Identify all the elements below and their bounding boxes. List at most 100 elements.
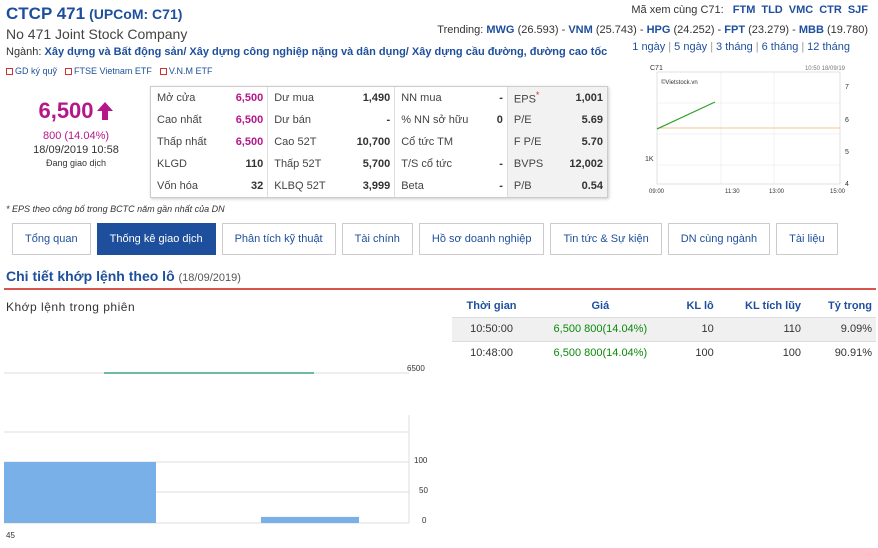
range-6m[interactable]: 6 tháng: [761, 41, 799, 53]
stats-row: Cao nhất 6,500 Dư bán -% NN sở hữu 0 P/E 5.69: [151, 109, 607, 131]
range-3m[interactable]: 3 tháng: [716, 41, 753, 53]
stat-label: Cao nhất: [157, 114, 202, 126]
section-heading: Chi tiết khớp lệnh theo lô: [6, 268, 175, 284]
checkbox-icon: [65, 67, 73, 75]
cell-lot: 100: [669, 340, 718, 365]
section-date: (18/09/2019): [178, 272, 241, 284]
intraday-label: Khớp lệnh trong phiên: [6, 300, 136, 314]
page-title: CTCP 471 (UPCoM: C71): [6, 4, 182, 24]
related-ticker[interactable]: CTR: [819, 4, 842, 16]
vol-tick: 100: [414, 456, 428, 465]
volume-bar: [261, 516, 359, 523]
stat-value: -: [489, 153, 508, 175]
trending-value: (24.252): [673, 24, 715, 36]
tab-item[interactable]: Tin tức & Sự kiện: [550, 223, 662, 255]
stat-label: Mở cửa: [157, 92, 196, 104]
x-tick: 13:00: [769, 189, 785, 195]
stat-label: Dư bán: [274, 114, 311, 126]
related-ticker[interactable]: FTM: [732, 4, 756, 16]
related-ticker[interactable]: TLD: [761, 4, 783, 16]
stat-label: BVPS: [507, 153, 557, 175]
stat-value: [489, 131, 508, 153]
intraday-mini-chart[interactable]: C71 10:50 18/09/19 ©Vietstock.vn 7 6 5 4…: [645, 62, 860, 197]
tab-item[interactable]: DN cùng ngành: [667, 223, 771, 255]
etf-list: GD ký quỹ FTSE Vietnam ETF V.N.M ETF: [6, 66, 213, 76]
trending-ticker[interactable]: MWG: [486, 24, 515, 36]
stat-label: Cổ tức TM: [401, 136, 453, 148]
etf-item[interactable]: GD ký quỹ: [6, 66, 57, 76]
stats-panel: Mở cửa 6,500 Dư mua 1,490 NN mua - EPS* 1,001 Ca…: [150, 86, 608, 198]
stat-label: KLBQ 52T: [274, 180, 326, 192]
etf-item[interactable]: FTSE Vietnam ETF: [65, 66, 152, 76]
stat-value: 6,500: [223, 109, 269, 131]
related-tickers: Mã xem cùng C71: FTM TLD VMC CTR SJF: [631, 4, 868, 16]
related-ticker[interactable]: VMC: [788, 4, 814, 16]
stat-label: % NN sở hữu: [401, 114, 469, 126]
range-12m[interactable]: 12 tháng: [807, 41, 850, 53]
cell-price: 6,500 800(14.04%): [531, 340, 670, 365]
stat-value: 110: [223, 153, 269, 175]
tab-item[interactable]: Tài chính: [341, 223, 413, 255]
section-title: Chi tiết khớp lệnh theo lô (18/09/2019): [6, 268, 241, 284]
stats-table: Mở cửa 6,500 Dư mua 1,490 NN mua - EPS* 1,001 Ca…: [151, 87, 607, 197]
cell-price: 6,500 800(14.04%): [531, 316, 670, 341]
eps-footnote-mark: *: [535, 90, 540, 101]
cell-cum: 110: [717, 316, 806, 341]
industry-link[interactable]: Xây dựng và Bất động sản/ Xây dựng công …: [44, 46, 608, 58]
company-name: No 471 Joint Stock Company: [6, 26, 188, 42]
y-tick: 7: [845, 84, 849, 91]
stat-value: 0: [489, 109, 508, 131]
x-tick: 09:00: [649, 189, 665, 195]
etf-item[interactable]: V.N.M ETF: [159, 66, 213, 76]
trending-ticker[interactable]: FPT: [724, 24, 746, 36]
trending-ticker[interactable]: VNM: [568, 24, 593, 36]
col-header-cumulative: KL tích lũy: [745, 299, 802, 312]
etf-label: GD ký quỹ: [15, 66, 58, 76]
quote-datetime: 18/09/2019 10:58: [33, 144, 119, 156]
trending-value: (25.743): [595, 24, 637, 36]
stats-row: Vốn hóa 32 KLBQ 52T 3,999 Beta - P/B 0.54: [151, 175, 607, 197]
stat-value: 3,999: [343, 175, 396, 197]
cell-pct: 9.09%: [805, 316, 876, 341]
stats-row: KLGD 110 Thấp 52T 5,700 T/S cổ tức - BVPS 12,00…: [151, 153, 607, 175]
range-5d[interactable]: 5 ngày: [674, 41, 708, 53]
price-change: 800 (14.04%): [42, 130, 110, 142]
stat-value: 32: [223, 175, 269, 197]
cell-cum: 100: [717, 340, 806, 365]
mini-chart-stamp: 10:50 18/09/19: [805, 66, 846, 72]
vol-label: 1K: [645, 156, 654, 163]
stat-label: P/E: [507, 109, 557, 131]
trending-bar: Trending: MWG (26.593) - VNM (25.743) - …: [437, 24, 868, 36]
tab-item[interactable]: Phân tích kỹ thuật: [221, 223, 336, 255]
stats-row: Thấp nhất 6,500 Cao 52T 10,700 Cổ tức TM F P/…: [151, 131, 607, 153]
arrow-up-icon: [96, 102, 113, 120]
trending-ticker[interactable]: HPG: [646, 24, 671, 36]
checkbox-icon: [6, 67, 13, 75]
stat-label: Vốn hóa: [157, 180, 198, 192]
stat-label: Beta: [401, 180, 424, 192]
vol-tick: 0: [422, 516, 427, 525]
section-divider: [4, 288, 876, 290]
tab-item[interactable]: Tài liệu: [776, 223, 838, 255]
tab-item[interactable]: Thống kê giao dịch: [96, 223, 216, 255]
trades-panel: Thời gian Giá KL lô KL tích lũy Tỷ trọng…: [452, 295, 876, 365]
stat-label: NN mua: [401, 92, 442, 104]
trending-value: (19.780): [827, 24, 868, 36]
table-row: 10:50:00 6,500 800(14.04%) 10 110 9.09%: [452, 316, 876, 341]
intraday-volume-chart[interactable]: 6500 100 50 0 45: [4, 355, 444, 545]
stat-label: EPS*: [507, 87, 557, 109]
cell-lot: 10: [669, 316, 718, 341]
stat-label: Dư mua: [274, 92, 314, 104]
tab-item[interactable]: Tổng quan: [12, 223, 91, 255]
eps-note: * EPS theo công bố trong BCTC năm gần nh…: [6, 204, 225, 214]
range-1d[interactable]: 1 ngày: [632, 41, 666, 53]
current-price: 6,500: [6, 98, 146, 124]
mini-chart-source: ©Vietstock.vn: [661, 79, 698, 86]
y-tick: 6: [845, 117, 849, 124]
tab-item[interactable]: Hồ sơ doanh nghiệp: [418, 223, 545, 255]
trending-ticker[interactable]: MBB: [798, 24, 824, 36]
stat-value: 6,500: [223, 87, 269, 109]
related-ticker[interactable]: SJF: [847, 4, 868, 16]
etf-label: V.N.M ETF: [168, 66, 213, 76]
trending-value: (26.593): [517, 24, 559, 36]
